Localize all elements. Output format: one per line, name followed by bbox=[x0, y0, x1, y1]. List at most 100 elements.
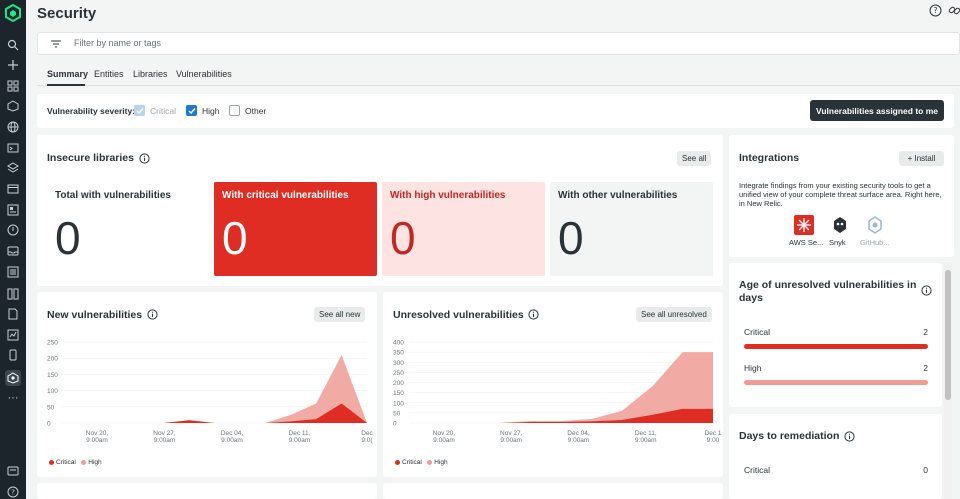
globe-icon[interactable] bbox=[5, 119, 21, 135]
terminal-icon[interactable] bbox=[5, 140, 21, 156]
integrations-description: Integrate findings from your existing se… bbox=[739, 181, 942, 208]
area-series-critical[interactable] bbox=[409, 408, 713, 423]
y-tick-label: 300 bbox=[393, 360, 404, 367]
high-checkbox[interactable] bbox=[186, 105, 197, 116]
legend-critical-dot bbox=[49, 459, 54, 465]
tab-vulnerabilities[interactable]: Vulnerabilities bbox=[176, 69, 232, 79]
github-icon[interactable] bbox=[865, 215, 885, 235]
document-icon[interactable] bbox=[5, 306, 21, 322]
page-title: Security bbox=[37, 5, 97, 22]
chart-icon[interactable] bbox=[5, 327, 21, 343]
unresolved-vulnerabilities-title: Unresolved vulnerabilities bbox=[393, 309, 524, 321]
chart-legend: Critical High bbox=[49, 459, 102, 466]
other-checkbox[interactable] bbox=[229, 105, 240, 116]
alerts-icon[interactable] bbox=[5, 222, 21, 238]
aws-security-hub-icon[interactable] bbox=[794, 215, 814, 235]
install-button[interactable]: + Install bbox=[899, 151, 944, 166]
tile-other[interactable]: With other vulnerabilities 0 bbox=[550, 182, 713, 276]
inbox-icon[interactable] bbox=[5, 243, 21, 259]
legend-high[interactable]: High bbox=[88, 459, 102, 466]
remediation-critical-value: 0 bbox=[923, 465, 928, 475]
x-tick-label: 9:00 bbox=[707, 437, 720, 444]
info-icon[interactable] bbox=[921, 285, 932, 296]
logs-icon[interactable] bbox=[5, 264, 21, 280]
tile-high[interactable]: With high vulnerabilities 0 bbox=[382, 182, 545, 276]
help-circle-icon[interactable]: ? bbox=[929, 4, 942, 17]
critical-checkbox[interactable] bbox=[134, 105, 145, 116]
browser-icon[interactable] bbox=[5, 181, 21, 197]
y-tick-label: 0 bbox=[47, 421, 51, 428]
info-icon[interactable] bbox=[139, 153, 150, 164]
filter-bar[interactable]: Filter by name or tags bbox=[37, 32, 960, 55]
tile-total-label: Total with vulnerabilities bbox=[55, 190, 171, 201]
insecure-libraries-title: Insecure libraries bbox=[47, 152, 134, 164]
y-tick-label: 50 bbox=[393, 410, 401, 417]
info-icon[interactable] bbox=[528, 309, 539, 320]
y-tick-label: 200 bbox=[47, 356, 58, 363]
severity-filter-bar: Vulnerability severity: Critical High Ot… bbox=[37, 94, 954, 128]
plus-icon[interactable] bbox=[5, 57, 21, 73]
area-series-high[interactable] bbox=[62, 354, 367, 423]
tab-entities[interactable]: Entities bbox=[94, 69, 124, 79]
info-icon[interactable] bbox=[844, 431, 855, 442]
legend-high[interactable]: High bbox=[434, 459, 448, 466]
see-all-new-button[interactable]: See all new bbox=[314, 307, 366, 322]
days-to-remediation-card: Days to remediation Critical 0 bbox=[729, 414, 942, 499]
tab-bar: Summary Entities Libraries Vulnerabiliti… bbox=[37, 62, 960, 86]
tile-other-label: With other vulnerabilities bbox=[558, 190, 678, 201]
legend-high-dot bbox=[81, 459, 87, 465]
chart-legend: Critical High bbox=[395, 459, 448, 466]
svg-text:?: ? bbox=[934, 6, 938, 15]
info-icon[interactable] bbox=[147, 309, 158, 320]
x-tick-label: 9:00am bbox=[635, 437, 657, 444]
age-critical-bar bbox=[744, 344, 928, 349]
mobile-icon[interactable] bbox=[5, 347, 21, 363]
legend-critical[interactable]: Critical bbox=[56, 459, 76, 466]
age-critical-label: Critical bbox=[744, 327, 770, 337]
y-tick-label: 200 bbox=[393, 380, 404, 387]
filter-input[interactable]: Filter by name or tags bbox=[74, 38, 162, 48]
tile-other-value: 0 bbox=[558, 212, 584, 264]
x-tick-label: Nov 27, bbox=[153, 430, 176, 437]
x-tick-label: Dec 04, bbox=[567, 430, 590, 437]
apps-grid-icon[interactable] bbox=[5, 78, 21, 94]
tab-summary[interactable]: Summary bbox=[47, 69, 89, 79]
new-relic-logo-icon[interactable] bbox=[4, 4, 22, 22]
integrations-title: Integrations bbox=[739, 152, 800, 164]
see-all-libraries-button[interactable]: See all bbox=[677, 151, 712, 166]
y-tick-label: 100 bbox=[47, 388, 58, 395]
vulnerabilities-assigned-button[interactable]: Vulnerabilities assigned to me bbox=[810, 100, 944, 121]
x-tick-label: 9:00am bbox=[568, 437, 590, 444]
tab-libraries[interactable]: Libraries bbox=[133, 69, 168, 79]
unresolved-vulnerabilities-card: Unresolved vulnerabilities See all unres… bbox=[383, 292, 723, 477]
dashboard-icon[interactable] bbox=[5, 202, 21, 218]
other-checkbox-label: Other bbox=[245, 106, 267, 116]
x-tick-label: Dec 11, bbox=[635, 430, 657, 437]
area-series-critical[interactable] bbox=[62, 403, 367, 423]
more-icon[interactable]: ··· bbox=[7, 391, 19, 404]
feedback-icon[interactable] bbox=[5, 464, 21, 480]
y-tick-label: 50 bbox=[47, 404, 55, 411]
legend-critical[interactable]: Critical bbox=[402, 459, 422, 466]
apm-icon[interactable] bbox=[5, 98, 21, 114]
tile-critical[interactable]: With critical vulnerabilities 0 bbox=[214, 182, 377, 276]
tile-total[interactable]: Total with vulnerabilities 0 bbox=[47, 182, 210, 276]
link-icon[interactable] bbox=[948, 4, 960, 17]
search-icon[interactable] bbox=[5, 37, 21, 53]
tab-selected-indicator bbox=[47, 84, 85, 86]
y-tick-label: 150 bbox=[47, 372, 58, 379]
help-icon[interactable]: ? bbox=[5, 484, 21, 499]
layers-icon[interactable] bbox=[5, 160, 21, 176]
scrollbar-thumb[interactable] bbox=[945, 270, 951, 400]
see-all-unresolved-button[interactable]: See all unresolved bbox=[636, 307, 712, 322]
security-nav-icon[interactable] bbox=[5, 370, 21, 386]
tile-critical-label: With critical vulnerabilities bbox=[222, 190, 349, 201]
plus-icon: + bbox=[907, 154, 915, 163]
tile-total-value: 0 bbox=[55, 212, 81, 264]
area-series-high[interactable] bbox=[409, 352, 713, 423]
snyk-icon[interactable] bbox=[830, 215, 850, 235]
columns-icon[interactable] bbox=[5, 286, 21, 302]
days-to-remediation-title: Days to remediation bbox=[739, 430, 840, 442]
new-vulnerabilities-title: New vulnerabilities bbox=[47, 309, 143, 321]
